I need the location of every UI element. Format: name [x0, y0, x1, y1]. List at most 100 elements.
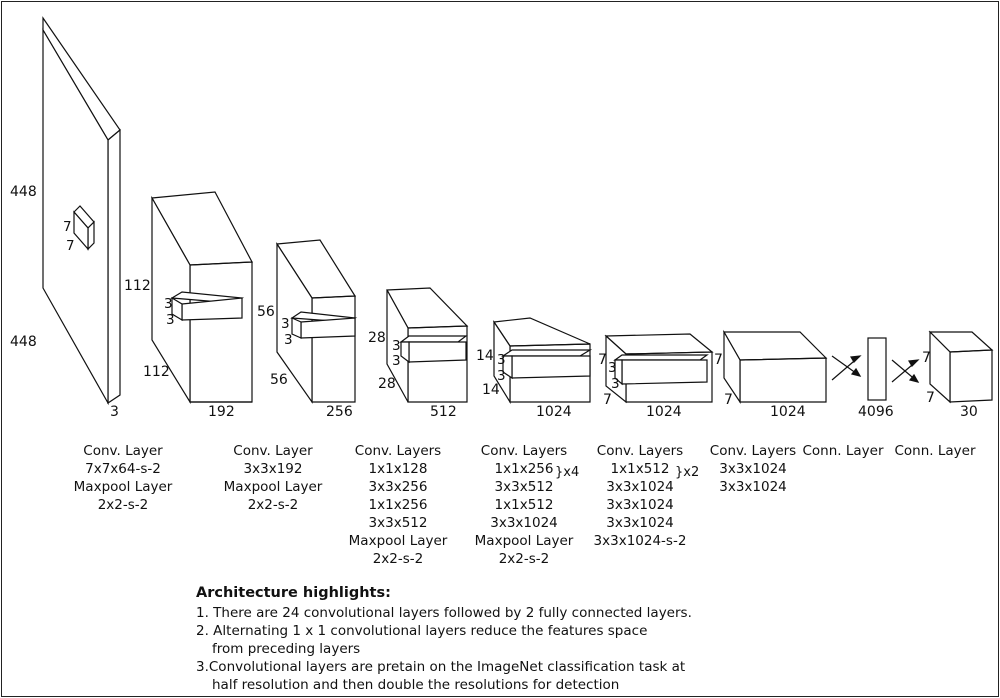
dim-width-2: 112 [143, 364, 170, 380]
dim-width-5: 14 [482, 382, 500, 398]
caption-layer-7: Conn. Layer [800, 442, 886, 460]
caption-line: Maxpool Layer [474, 533, 574, 549]
note-item-3-cont: half resolution and then double the reso… [212, 677, 620, 693]
kernel-label-1b: 7 [66, 238, 75, 254]
dim-depth-4: 512 [430, 404, 457, 420]
input-block [42, 16, 121, 406]
note-item-2: 2. Alternating 1 x 1 convolutional layer… [196, 623, 648, 639]
caption-line: 3x3x1024 [719, 461, 787, 477]
caption-line: Conv. Layer [83, 443, 163, 459]
kernel-label-1a: 7 [63, 219, 72, 235]
notes-heading: Architecture highlights: [196, 585, 391, 601]
dim-width-9: 7 [926, 390, 935, 406]
caption-line: Maxpool Layer [73, 479, 173, 495]
kernel-label-4a: 3 [392, 338, 401, 354]
output-block [928, 330, 994, 404]
caption-line: 7x7x64-s-2 [85, 461, 161, 477]
block-7a [604, 333, 714, 404]
caption-line: Conv. Layers [709, 443, 797, 459]
caption-line: 1x1x256 [368, 497, 428, 513]
caption-line: 3x3x256 [368, 479, 428, 495]
caption-line: 2x2-s-2 [97, 497, 149, 513]
dim-depth-9: 30 [960, 404, 978, 420]
dim-depth-2: 192 [208, 404, 235, 420]
caption-line: 3x3x1024 [606, 515, 674, 531]
dim-height-1: 448 [10, 184, 37, 200]
caption-line: 1x1x512 [494, 497, 554, 513]
caption-line: Maxpool Layer [223, 479, 323, 495]
caption-line: 2x2-s-2 [372, 551, 424, 567]
block-7b [722, 329, 828, 404]
caption-line: 2x2-s-2 [498, 551, 550, 567]
connection-arrows-1 [831, 355, 862, 381]
dim-height-3: 56 [257, 304, 275, 320]
kernel-label-2a: 3 [164, 296, 173, 312]
dim-depth-7: 1024 [770, 404, 806, 420]
caption-line: Conv. Layers [480, 443, 568, 459]
caption-layer-4: Conv. Layers 1x1x256 3x3x512 1x1x512 3x3… [466, 442, 582, 568]
kernel-box-5 [501, 349, 593, 380]
note-item-2-cont: from preceding layers [212, 641, 361, 657]
dim-depth-6: 1024 [646, 404, 682, 420]
dim-width-1: 448 [10, 334, 37, 350]
caption-layer-2: Conv. Layer 3x3x192 Maxpool Layer 2x2-s-… [218, 442, 328, 514]
kernel-box-1 [73, 205, 95, 251]
kernel-box-3 [290, 311, 358, 339]
dim-height-4: 28 [368, 330, 386, 346]
dim-height-2: 112 [124, 278, 151, 294]
caption-line: 3x3x1024 [606, 479, 674, 495]
note-item-1: 1. There are 24 convolutional layers fol… [196, 605, 692, 621]
block-28 [386, 287, 469, 403]
caption-line: 3x3x512 [368, 515, 428, 531]
repeat-brace-x4: }x4 [555, 465, 580, 480]
connection-arrows-2 [891, 359, 920, 383]
caption-line: 1x1x256 [494, 461, 554, 477]
caption-line: 3x3x512 [494, 479, 554, 495]
block-56 [275, 239, 358, 404]
kernel-box-4 [399, 335, 468, 364]
caption-line: 3x3x1024 [719, 479, 787, 495]
caption-line: 3x3x1024 [490, 515, 558, 531]
caption-line: Maxpool Layer [348, 533, 448, 549]
block-4096 [867, 337, 887, 401]
caption-line: 3x3x192 [243, 461, 303, 477]
repeat-brace-x2: }x2 [675, 465, 700, 480]
dim-height-7: 7 [714, 352, 723, 368]
dim-height-6: 7 [598, 352, 607, 368]
block-112 [151, 191, 253, 405]
caption-line: 3x3x1024-s-2 [593, 533, 687, 549]
caption-layer-8: Conn. Layer [892, 442, 978, 460]
kernel-label-5b: 3 [497, 368, 506, 384]
caption-line: Conv. Layers [354, 443, 442, 459]
dim-width-7: 7 [724, 392, 733, 408]
caption-layer-5: Conv. Layers 1x1x512 3x3x1024 3x3x1024 3… [588, 442, 692, 550]
dim-width-3: 56 [270, 372, 288, 388]
kernel-label-2b: 3 [166, 312, 175, 328]
caption-layer-6: Conv. Layers 3x3x1024 3x3x1024 [708, 442, 798, 496]
caption-line: Conn. Layer [894, 443, 976, 459]
kernel-label-3b: 3 [284, 332, 293, 348]
kernel-label-6b: 3 [611, 376, 620, 392]
dim-height-5: 14 [476, 348, 494, 364]
dim-height-9: 7 [922, 350, 931, 366]
dim-depth-3: 256 [326, 404, 353, 420]
kernel-label-3a: 3 [281, 316, 290, 332]
kernel-box-6 [613, 354, 709, 386]
caption-line: 1x1x128 [368, 461, 428, 477]
caption-line: Conn. Layer [802, 443, 884, 459]
caption-line: 2x2-s-2 [247, 497, 299, 513]
kernel-label-5a: 3 [497, 352, 506, 368]
block-14 [492, 317, 593, 405]
dim-width-6: 7 [603, 392, 612, 408]
note-item-3: 3.Convolutional layers are pretain on th… [196, 659, 686, 675]
caption-line: Conv. Layer [233, 443, 313, 459]
caption-line: Conv. Layers [596, 443, 684, 459]
dim-depth-8: 4096 [858, 404, 894, 420]
dim-depth-1: 3 [110, 404, 119, 420]
kernel-label-6a: 3 [608, 360, 617, 376]
architecture-notes: Architecture highlights: 1. There are 24… [196, 584, 692, 694]
caption-line: 1x1x512 [610, 461, 670, 477]
caption-layer-1: Conv. Layer 7x7x64-s-2 Maxpool Layer 2x2… [62, 442, 184, 514]
